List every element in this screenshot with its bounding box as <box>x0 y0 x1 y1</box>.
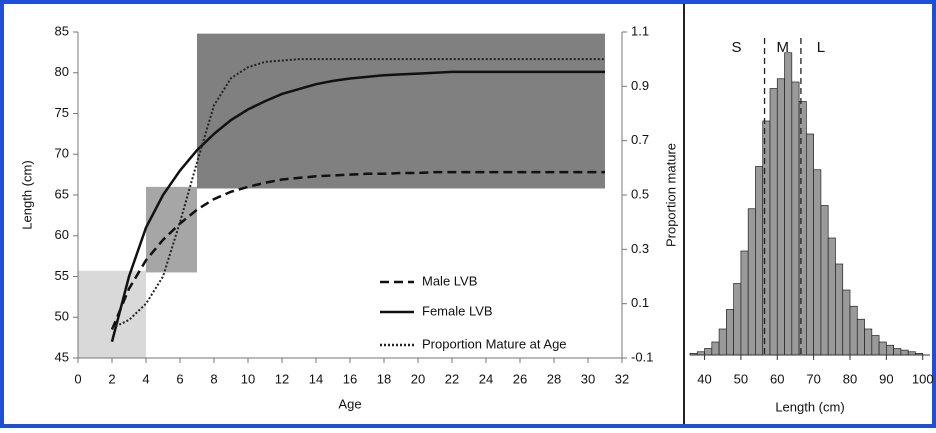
histogram-bar <box>798 101 807 356</box>
annotation: M <box>776 39 789 56</box>
legend-label: Proportion Mature at Age <box>422 336 567 351</box>
shaded-region <box>197 33 605 189</box>
x-tick-label: 70 <box>806 371 820 386</box>
y2-tick-label: 0.1 <box>631 295 649 310</box>
histogram-bar <box>704 348 713 356</box>
y-tick-label: 85 <box>55 23 69 38</box>
y2-tick-label: 0.5 <box>631 186 649 201</box>
x-tick-label: 4 <box>142 371 149 386</box>
y-tick-label: 60 <box>55 227 69 242</box>
x-tick-label: 20 <box>411 371 425 386</box>
x-tick-label: 18 <box>377 371 391 386</box>
x-tick-label: 6 <box>176 371 183 386</box>
x-tick-label: 0 <box>74 371 81 386</box>
histogram-bar <box>871 335 880 356</box>
histogram-bar <box>900 349 909 356</box>
y-tick-label: 80 <box>55 64 69 79</box>
histogram-bar <box>835 263 844 356</box>
histogram-bar <box>856 318 865 356</box>
x-tick-label: 50 <box>734 371 748 386</box>
x-tick-label: 14 <box>309 371 323 386</box>
y-tick-label: 70 <box>55 146 69 161</box>
x-tick-label: 22 <box>445 371 459 386</box>
shaded-region <box>146 186 197 273</box>
legend-label: Female LVB <box>422 303 493 318</box>
x-tick-label: 100 <box>912 371 934 386</box>
y2-tick-label: -0.1 <box>631 349 653 364</box>
y2-tick-label: 0.3 <box>631 241 649 256</box>
x-axis-title: Length (cm) <box>775 399 844 414</box>
y-tick-label: 75 <box>55 105 69 120</box>
y2-tick-label: 0.9 <box>631 78 649 93</box>
histogram-bar <box>769 88 778 356</box>
x-tick-label: 2 <box>108 371 115 386</box>
y2-tick-label: 0.7 <box>631 132 649 147</box>
histogram-bar <box>849 305 858 356</box>
histogram-bar <box>718 328 727 356</box>
x-tick-label: 80 <box>843 371 857 386</box>
histogram-bar <box>755 166 764 356</box>
histogram-bar <box>893 348 902 356</box>
histogram-bar <box>711 341 720 356</box>
histogram-bar <box>747 208 756 356</box>
histogram-bar <box>827 237 836 356</box>
y-axis-title: Length (cm) <box>19 160 34 229</box>
x-tick-label: 30 <box>581 371 595 386</box>
histogram-bar <box>784 52 793 356</box>
x-tick-label: 12 <box>275 371 289 386</box>
y-tick-label: 45 <box>55 349 69 364</box>
x-tick-label: 16 <box>343 371 357 386</box>
x-tick-label: 40 <box>697 371 711 386</box>
histogram-bar <box>820 205 829 356</box>
series-line <box>110 170 605 330</box>
histogram-bar <box>842 289 851 356</box>
x-axis-title: Age <box>338 396 361 411</box>
series-line <box>110 70 605 343</box>
histogram-bar <box>762 120 771 356</box>
histogram-bar <box>726 309 734 356</box>
x-tick-label: 28 <box>547 371 561 386</box>
histogram-bar <box>813 169 822 356</box>
x-tick-label: 60 <box>770 371 784 386</box>
shaded-region <box>78 270 146 358</box>
y2-axis-title: Proportion mature <box>663 143 678 247</box>
annotation: L <box>817 39 825 56</box>
histogram-bar <box>791 81 800 356</box>
x-tick-label: 32 <box>615 371 629 386</box>
y-tick-label: 65 <box>55 186 69 201</box>
y2-tick-label: 1.1 <box>631 23 649 38</box>
histogram-bar <box>878 341 887 356</box>
histogram-bar <box>864 328 873 356</box>
y-tick-label: 50 <box>55 309 69 324</box>
legend-label: Male LVB <box>422 273 477 288</box>
series-line <box>111 58 605 330</box>
histogram-bar <box>776 78 785 356</box>
x-tick-label: 26 <box>513 371 527 386</box>
histogram-bar <box>740 250 749 356</box>
x-tick-label: 24 <box>479 371 493 386</box>
histogram-bar <box>886 344 894 356</box>
y-tick-label: 55 <box>55 268 69 283</box>
histogram-bar <box>806 133 814 356</box>
histogram-bar <box>733 283 742 356</box>
x-tick-label: 8 <box>210 371 217 386</box>
annotation: S <box>732 39 742 56</box>
x-tick-label: 10 <box>241 371 255 386</box>
x-tick-label: 90 <box>879 371 893 386</box>
